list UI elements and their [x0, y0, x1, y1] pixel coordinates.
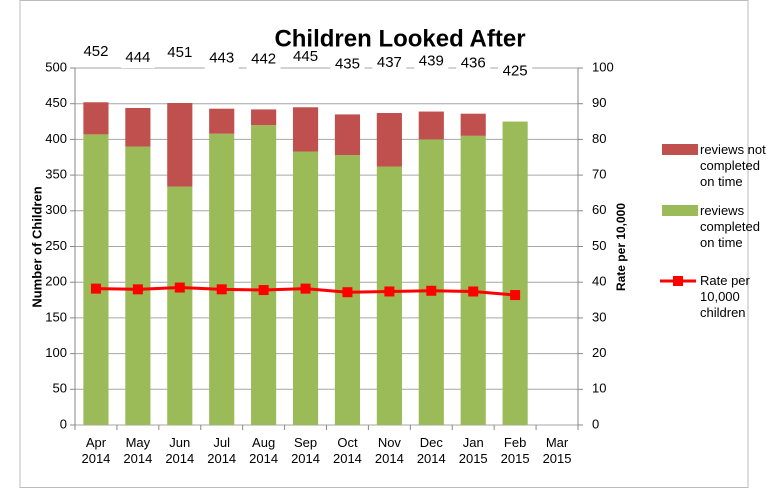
y-tick-label: 50	[53, 381, 67, 396]
rate-marker	[90, 283, 101, 294]
data-label: 451	[167, 44, 192, 61]
rate-marker	[342, 287, 353, 298]
label-bg	[120, 47, 155, 68]
legend-swatch	[662, 144, 698, 155]
y2-tick-label: 20	[592, 345, 606, 360]
label-bg	[246, 49, 281, 70]
bar-segment	[334, 114, 361, 156]
y2-tick-label: 50	[592, 238, 606, 253]
legend-label: Rate per 10,000 children	[700, 273, 750, 320]
y-tick-label: 300	[45, 202, 67, 217]
y-tick-label: 0	[60, 416, 67, 431]
data-label: 442	[251, 50, 276, 67]
rate-marker	[468, 286, 479, 297]
y2-tick-label: 90	[592, 95, 606, 110]
bar-segment	[167, 102, 193, 187]
y2-tick-label: 30	[592, 309, 606, 324]
legend-swatch	[662, 205, 698, 216]
y2-tick-label: 100	[592, 59, 614, 74]
legend-label: reviews not completed on time	[700, 142, 766, 189]
y2-axis-title: Rate per 10,000	[614, 203, 628, 291]
label-bg	[78, 42, 113, 63]
bar-segment	[251, 125, 277, 426]
data-label: 439	[419, 53, 444, 70]
x-tick-label: Feb 2015	[500, 435, 530, 466]
x-tick-label: Jul 2014	[207, 435, 237, 466]
legend-marker	[673, 276, 683, 286]
label-bg	[372, 52, 407, 73]
bar-segment	[83, 102, 109, 135]
bar-segment	[209, 133, 235, 426]
x-tick-label: Apr 2014	[81, 435, 111, 466]
x-tick-label: Oct 2014	[332, 435, 362, 466]
x-tick-label: May 2014	[123, 435, 153, 466]
bar-segment	[125, 107, 151, 147]
y-tick-label: 350	[45, 167, 67, 182]
y2-tick-label: 70	[592, 167, 606, 182]
y2-tick-label: 0	[592, 416, 599, 431]
y2-tick-label: 80	[592, 131, 606, 146]
bar-segment	[460, 135, 486, 425]
x-tick-label: Jan 2015	[458, 435, 488, 466]
y2-tick-label: 10	[592, 381, 606, 396]
label-bg	[414, 51, 449, 72]
rate-marker	[384, 286, 395, 297]
data-label: 444	[125, 49, 150, 66]
data-label: 436	[461, 55, 486, 72]
rate-marker	[258, 285, 269, 296]
label-bg	[204, 48, 239, 69]
data-label: 435	[335, 55, 360, 72]
rate-marker	[174, 282, 185, 293]
y2-tick-label: 60	[592, 202, 606, 217]
rate-marker	[132, 284, 143, 295]
bar-segment	[292, 107, 319, 152]
data-label: 425	[503, 63, 528, 80]
bar-segment	[376, 112, 402, 167]
bar-segment	[167, 186, 193, 425]
y-tick-label: 150	[45, 309, 67, 324]
y-tick-label: 500	[45, 59, 67, 74]
label-bg	[456, 53, 491, 74]
rate-marker	[426, 285, 437, 296]
rate-marker	[300, 283, 311, 294]
bar-segment	[83, 134, 109, 426]
x-tick-label: Sep 2014	[291, 435, 320, 466]
label-bg	[498, 61, 533, 82]
x-tick-label: Jun 2014	[165, 435, 195, 466]
data-label: 452	[83, 43, 108, 60]
legend-label: reviews completed on time	[700, 203, 760, 250]
bar-segment	[251, 109, 277, 126]
data-label: 445	[293, 48, 318, 65]
label-bg	[330, 54, 365, 75]
y-axis-title: Number of Children	[29, 186, 44, 307]
rate-marker	[510, 290, 521, 301]
bar-segment	[209, 108, 235, 134]
data-label: 443	[209, 50, 234, 67]
y-tick-label: 400	[45, 131, 67, 146]
label-bg	[288, 47, 323, 68]
x-tick-label: Aug 2014	[249, 435, 279, 466]
bar-segment	[418, 111, 444, 140]
y-tick-label: 450	[45, 95, 67, 110]
x-tick-label: Dec 2014	[416, 435, 446, 466]
bar-segment	[502, 121, 528, 426]
y2-tick-label: 40	[592, 274, 606, 289]
y-tick-label: 200	[45, 274, 67, 289]
data-label: 437	[377, 54, 402, 71]
y-tick-label: 250	[45, 238, 67, 253]
x-tick-label: Nov 2014	[374, 435, 404, 466]
label-bg	[162, 42, 197, 63]
bar-segment	[418, 139, 444, 425]
bar-segment	[460, 113, 486, 136]
y-tick-label: 100	[45, 345, 67, 360]
x-tick-label: Mar 2015	[542, 435, 572, 466]
rate-marker	[216, 284, 227, 295]
